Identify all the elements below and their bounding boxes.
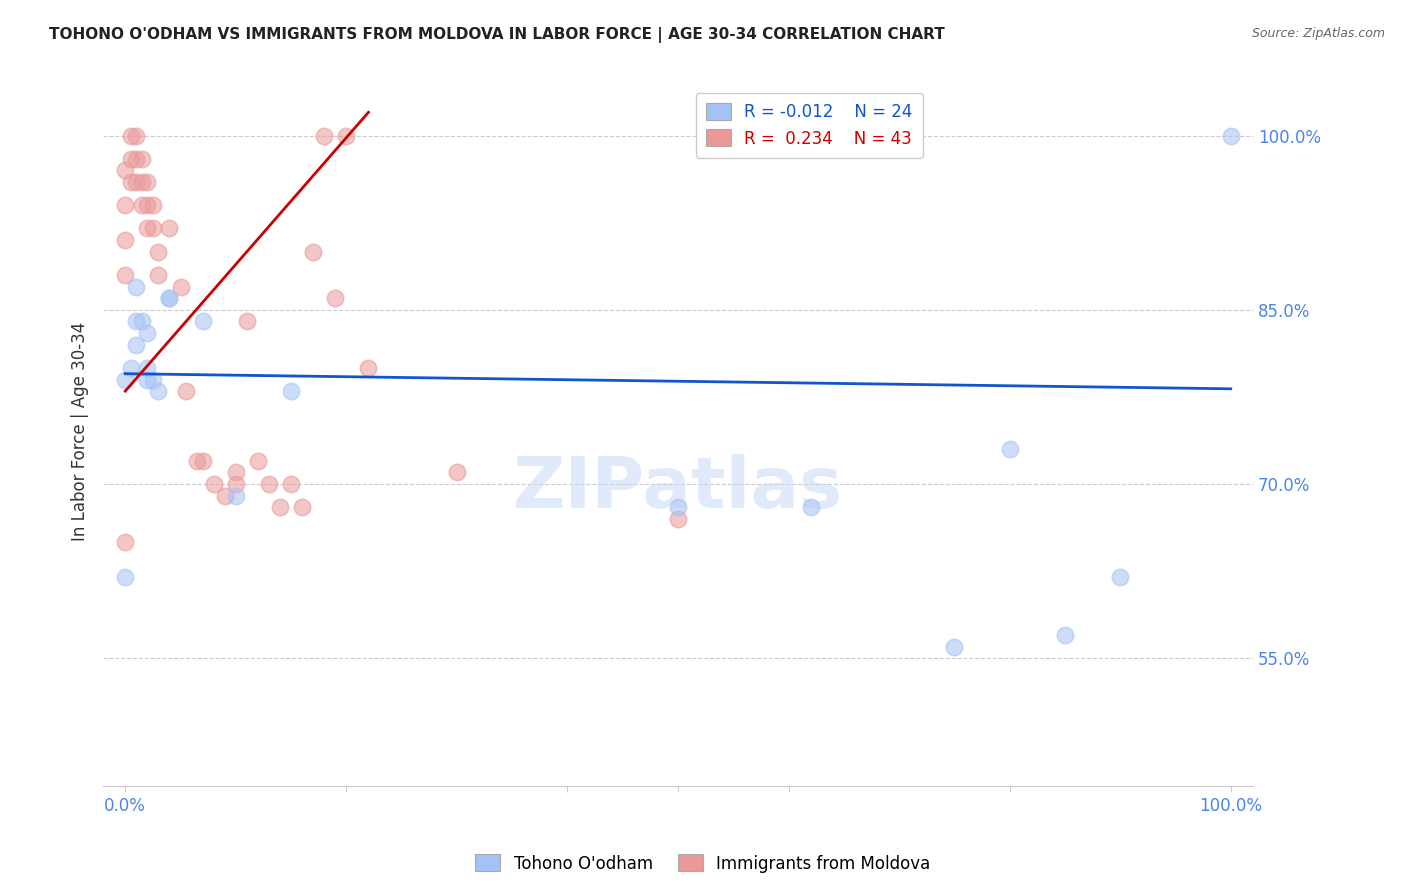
Point [136, 175, 159, 189]
Point [1109, 570, 1132, 584]
Legend: Tohono O'odham, Immigrants from Moldova: Tohono O'odham, Immigrants from Moldova [468, 847, 938, 880]
Point [225, 489, 247, 503]
Point [125, 128, 148, 143]
Point [357, 360, 380, 375]
Point [225, 477, 247, 491]
Point [120, 360, 142, 375]
Point [136, 372, 159, 386]
Point [136, 221, 159, 235]
Point [120, 128, 142, 143]
Point [666, 500, 689, 515]
Point [1219, 128, 1241, 143]
Point [214, 489, 236, 503]
Point [125, 175, 148, 189]
Point [280, 477, 302, 491]
Point [800, 500, 823, 515]
Point [136, 326, 159, 340]
Point [131, 198, 153, 212]
Point [666, 512, 689, 526]
Text: TOHONO O'ODHAM VS IMMIGRANTS FROM MOLDOVA IN LABOR FORCE | AGE 30-34 CORRELATION: TOHONO O'ODHAM VS IMMIGRANTS FROM MOLDOV… [49, 27, 945, 43]
Point [269, 500, 291, 515]
Text: Source: ZipAtlas.com: Source: ZipAtlas.com [1251, 27, 1385, 40]
Point [174, 384, 197, 398]
Legend: R = -0.012    N = 24, R =  0.234    N = 43: R = -0.012 N = 24, R = 0.234 N = 43 [696, 93, 922, 158]
Point [159, 291, 181, 305]
Point [142, 372, 165, 386]
Point [142, 198, 165, 212]
Point [280, 384, 302, 398]
Point [114, 233, 136, 247]
Point [120, 175, 142, 189]
Point [314, 128, 336, 143]
Point [943, 640, 966, 654]
Point [169, 279, 191, 293]
Point [335, 128, 357, 143]
Point [202, 477, 225, 491]
Point [120, 152, 142, 166]
Point [125, 314, 148, 328]
Point [302, 244, 325, 259]
Point [114, 163, 136, 178]
Point [114, 535, 136, 549]
Y-axis label: In Labor Force | Age 30-34: In Labor Force | Age 30-34 [72, 322, 89, 541]
Point [142, 221, 165, 235]
Point [1053, 628, 1076, 642]
Point [131, 175, 153, 189]
Point [114, 570, 136, 584]
Point [148, 384, 170, 398]
Point [446, 466, 468, 480]
Point [236, 314, 259, 328]
Point [148, 244, 170, 259]
Point [246, 454, 269, 468]
Point [186, 454, 208, 468]
Text: ZIPatlas: ZIPatlas [513, 454, 844, 523]
Point [131, 152, 153, 166]
Point [148, 268, 170, 282]
Point [114, 268, 136, 282]
Point [114, 198, 136, 212]
Point [131, 314, 153, 328]
Point [125, 279, 148, 293]
Point [136, 360, 159, 375]
Point [125, 337, 148, 351]
Point [323, 291, 346, 305]
Point [225, 466, 247, 480]
Point [191, 314, 214, 328]
Point [159, 221, 181, 235]
Point [136, 198, 159, 212]
Point [125, 152, 148, 166]
Point [191, 454, 214, 468]
Point [998, 442, 1021, 457]
Point [159, 291, 181, 305]
Point [291, 500, 314, 515]
Point [114, 372, 136, 386]
Point [257, 477, 280, 491]
